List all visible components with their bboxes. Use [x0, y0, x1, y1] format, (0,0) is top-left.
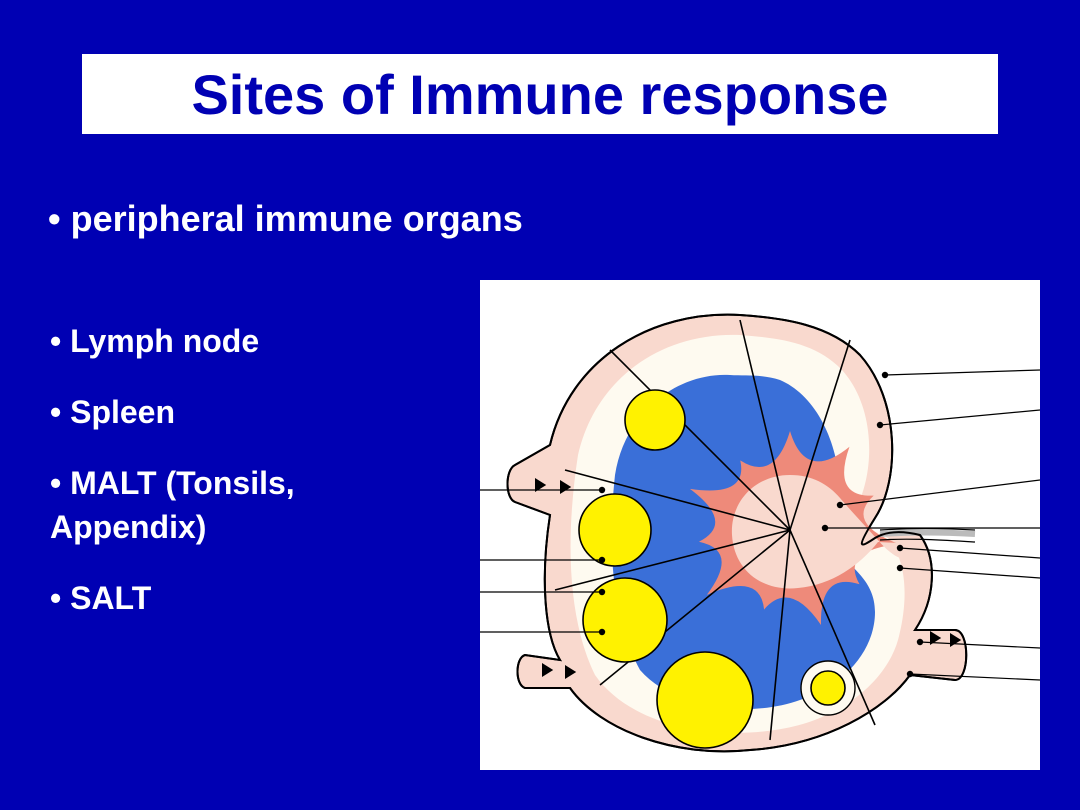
lymph-node-diagram: [480, 280, 1040, 770]
bullet-list: • Lymph node • Spleen • MALT (Tonsils, A…: [50, 320, 450, 648]
slide-title: Sites of Immune response: [191, 62, 888, 127]
bullet-item: • MALT (Tonsils, Appendix): [50, 462, 450, 548]
title-bar: Sites of Immune response: [82, 54, 998, 134]
bullet-item: • Spleen: [50, 391, 450, 434]
bullet-item: • Lymph node: [50, 320, 450, 363]
bullet-item: • SALT: [50, 577, 450, 620]
slide-subtitle: • peripheral immune organs: [48, 198, 523, 240]
